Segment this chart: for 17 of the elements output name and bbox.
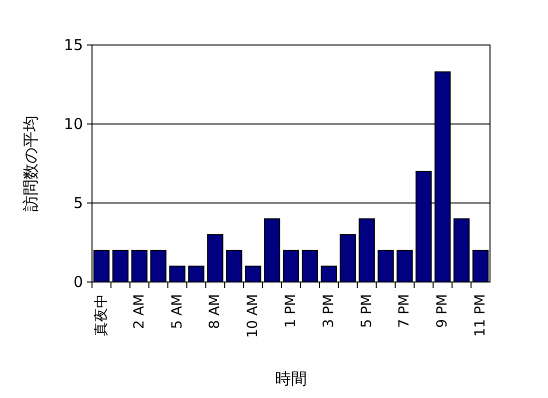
x-tick-label: 2 AM <box>131 294 148 330</box>
x-tick-label: 真夜中 <box>93 294 110 336</box>
x-tick-label: 8 AM <box>207 294 224 330</box>
y-axis-title: 訪問数の平均 <box>21 116 40 212</box>
x-tick-label: 1 PM <box>283 294 299 328</box>
x-tick-label: 9 PM <box>434 294 451 328</box>
x-tick-label: 11 PM <box>472 294 489 337</box>
y-tick-label: 10 <box>64 115 83 133</box>
x-tick-label: 10 AM <box>245 294 262 338</box>
x-tick-label: 5 AM <box>169 294 186 330</box>
x-tick-label: 5 PM <box>358 294 375 328</box>
y-tick-label: 0 <box>73 273 83 291</box>
x-tick-label: 3 PM <box>320 294 337 328</box>
x-axis-title: 時間 <box>275 369 307 388</box>
y-tick-label: 15 <box>64 36 83 54</box>
y-tick-label: 5 <box>73 194 83 212</box>
x-tick-label: 7 PM <box>396 294 413 328</box>
